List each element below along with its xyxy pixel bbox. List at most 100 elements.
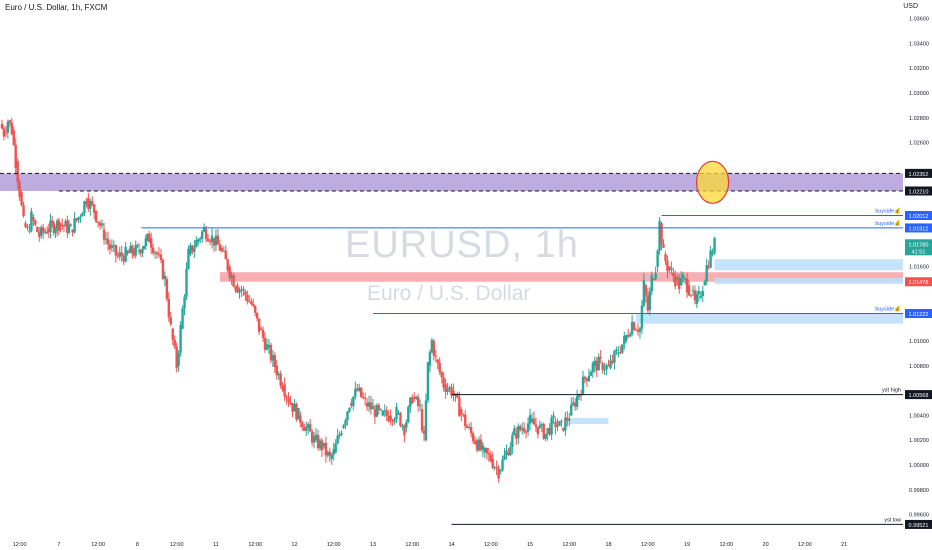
candle-body xyxy=(193,247,196,252)
candle-body xyxy=(120,252,123,257)
candle-body xyxy=(238,289,241,293)
candle-body xyxy=(401,425,404,427)
candle-body xyxy=(310,431,314,443)
candle-body xyxy=(66,220,69,233)
candle-body xyxy=(697,291,701,295)
candle-body xyxy=(707,266,710,268)
x-tick-label: 11 xyxy=(213,542,219,548)
candle-body xyxy=(277,373,280,376)
candle-body xyxy=(642,280,646,306)
candle-body xyxy=(64,220,67,227)
candle-body xyxy=(687,285,691,296)
candle-body xyxy=(6,121,10,133)
candle-body xyxy=(218,244,222,251)
x-tick-label: 19 xyxy=(684,542,690,548)
candle-body xyxy=(261,329,265,338)
candle-body xyxy=(350,403,353,406)
y-tick-label: 0.99800 xyxy=(909,488,929,494)
candle-body xyxy=(611,360,614,363)
candle-body xyxy=(61,224,64,226)
candle-body xyxy=(522,427,526,432)
candle-body xyxy=(112,245,116,247)
candle-body xyxy=(564,417,567,431)
candle-body xyxy=(587,375,591,381)
x-tick-label: 12:00 xyxy=(170,542,184,548)
candle-body xyxy=(204,229,208,240)
candle-body xyxy=(334,443,337,453)
candle-body xyxy=(252,303,255,306)
candle-body xyxy=(354,388,357,397)
candle-body xyxy=(568,418,571,421)
candle-body xyxy=(595,360,598,371)
purple-top-price-bg xyxy=(905,168,932,178)
candle-body xyxy=(650,275,653,292)
candle-body xyxy=(534,424,538,427)
candle-body xyxy=(379,409,383,411)
candle-body xyxy=(202,227,206,232)
candle-body xyxy=(652,279,655,281)
candle-body xyxy=(381,410,384,416)
candle-body xyxy=(448,387,451,389)
candle-body xyxy=(324,442,328,456)
candle-body xyxy=(591,363,595,372)
candle-body xyxy=(183,296,186,309)
candle-body xyxy=(0,124,4,129)
candle-body xyxy=(530,418,534,422)
yst-low-price-label: 0.99521 xyxy=(909,523,929,529)
candle-body xyxy=(581,376,585,395)
candle-body xyxy=(20,192,23,206)
candle-body xyxy=(434,355,437,357)
candle-body xyxy=(199,238,202,240)
y-tick-label: 1.03000 xyxy=(909,91,929,97)
candle-body xyxy=(100,223,104,226)
candle-body xyxy=(144,238,148,246)
candle-body xyxy=(45,231,49,234)
candle-body xyxy=(519,426,522,430)
candle-body xyxy=(497,467,500,479)
candle-body xyxy=(436,359,439,363)
candle-body xyxy=(638,328,642,332)
yst-high-price-label: 1.00568 xyxy=(909,393,929,399)
candle-body xyxy=(318,440,322,449)
buyside-top-price-label: 1.02012 xyxy=(909,214,929,220)
candle-body xyxy=(407,406,410,423)
candle-body xyxy=(456,393,459,398)
candle-body xyxy=(371,406,375,410)
candle-body xyxy=(246,295,249,302)
candle-body xyxy=(49,220,52,232)
candle-body xyxy=(383,410,386,412)
candle-body xyxy=(301,422,304,428)
candle-body xyxy=(575,396,579,407)
candle-body xyxy=(346,411,349,421)
candle-body xyxy=(155,252,159,255)
current-price-value: 1.01780 xyxy=(909,242,929,248)
candle-body xyxy=(609,360,612,369)
candle-body xyxy=(585,378,589,381)
candle-body xyxy=(648,291,651,311)
candle-body xyxy=(126,251,129,255)
candle-body xyxy=(458,397,461,417)
candle-body xyxy=(71,229,74,233)
x-tick-label: 7 xyxy=(57,542,60,548)
candle-body xyxy=(711,252,714,255)
candle-body xyxy=(38,232,41,237)
y-tick-label: 1.02800 xyxy=(909,116,929,122)
candle-body xyxy=(701,291,704,297)
candle-body xyxy=(481,445,485,450)
candle-body xyxy=(108,243,112,250)
y-tick-label: 1.00000 xyxy=(909,463,929,469)
candle-body xyxy=(305,426,308,431)
candle-body xyxy=(338,434,341,436)
candle-body xyxy=(12,130,15,145)
candle-body xyxy=(234,286,237,291)
candle-body xyxy=(628,334,632,337)
candle-body xyxy=(248,301,251,303)
candle-body xyxy=(483,447,487,453)
x-tick-label: 12 xyxy=(291,542,297,548)
candle-body xyxy=(479,439,483,450)
candle-body xyxy=(630,322,634,335)
candle-body xyxy=(621,344,624,353)
candle-body xyxy=(14,144,17,168)
candle-body xyxy=(626,335,630,337)
